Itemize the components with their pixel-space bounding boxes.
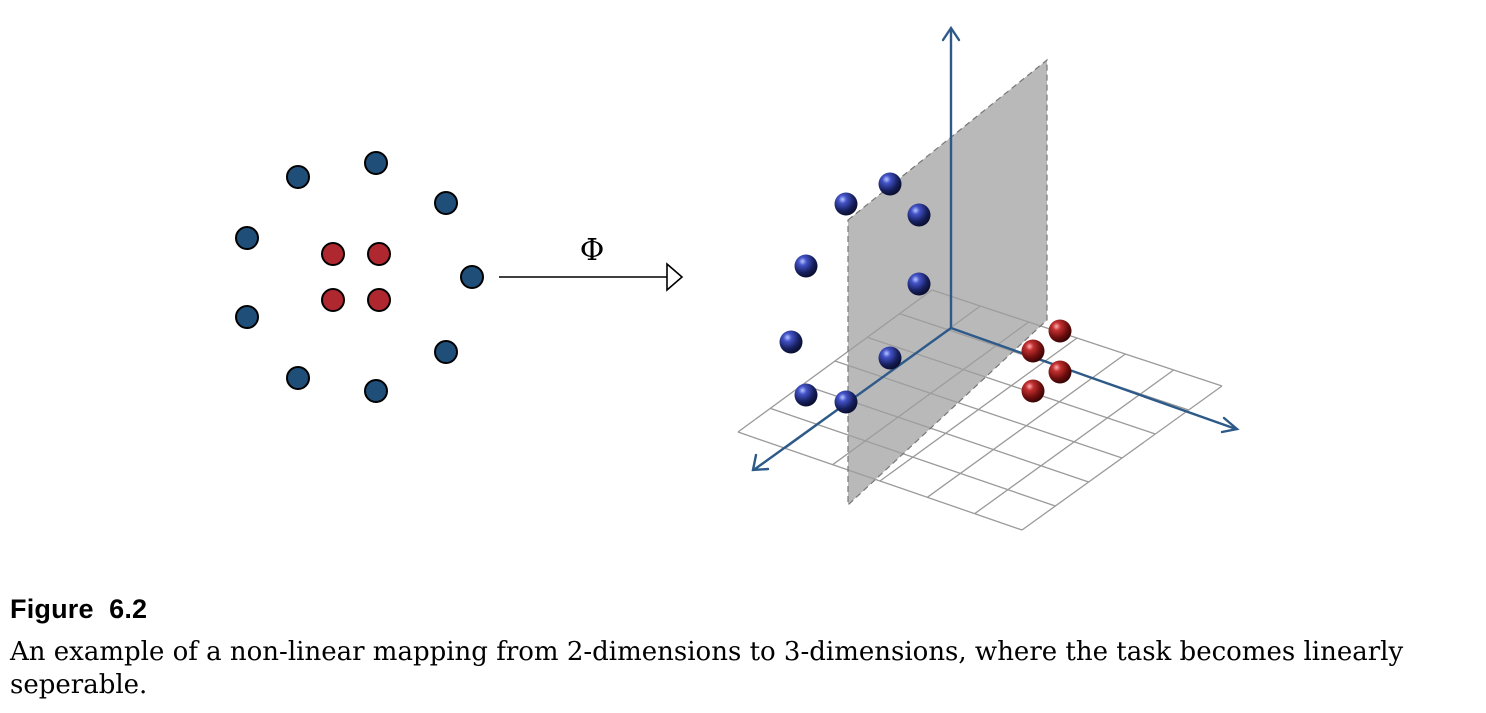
red-sphere: [1048, 319, 1072, 343]
blue-point: [364, 151, 388, 175]
y-axis: [949, 326, 1238, 431]
blue-point: [434, 340, 458, 364]
blue-sphere: [907, 272, 931, 296]
separating-plane: [847, 58, 1048, 507]
blue-sphere: [794, 383, 818, 407]
figure-caption: An example of a non-linear mapping from …: [10, 637, 1404, 700]
phi-label: Φ: [580, 233, 605, 268]
blue-point: [364, 379, 388, 403]
blue-sphere: [794, 254, 818, 278]
grid-line: [1021, 385, 1223, 531]
blue-sphere: [907, 203, 931, 227]
blue-point: [235, 226, 259, 250]
blue-point: [434, 191, 458, 215]
blue-spheres: [779, 172, 931, 414]
mapping-arrow: Φ: [499, 233, 684, 292]
red-spheres: [1021, 319, 1072, 403]
y-axis-arrowhead: [1220, 416, 1240, 434]
input-space-2d: [235, 151, 484, 403]
blue-sphere: [834, 192, 858, 216]
red-point: [367, 288, 391, 312]
blue-sphere: [779, 330, 803, 354]
blue-point: [286, 165, 310, 189]
figure-canvas: Φ: [235, 25, 1240, 531]
x-axis-arrowhead: [751, 453, 770, 472]
inner-cluster-points: [321, 242, 391, 312]
red-sphere: [1021, 379, 1045, 403]
red-point: [321, 242, 345, 266]
red-sphere: [1021, 339, 1045, 363]
red-sphere: [1048, 360, 1072, 384]
feature-space-3d: [737, 25, 1240, 531]
blue-sphere: [878, 346, 902, 370]
blue-point: [286, 366, 310, 390]
red-point: [321, 288, 345, 312]
blue-point: [235, 305, 259, 329]
figure-number: Figure 6.2: [10, 594, 148, 624]
blue-sphere: [834, 390, 858, 414]
z-axis-arrowhead: [941, 25, 961, 42]
blue-sphere: [878, 172, 902, 196]
outer-ring-points: [235, 151, 484, 403]
blue-point: [460, 265, 484, 289]
red-point: [367, 242, 391, 266]
